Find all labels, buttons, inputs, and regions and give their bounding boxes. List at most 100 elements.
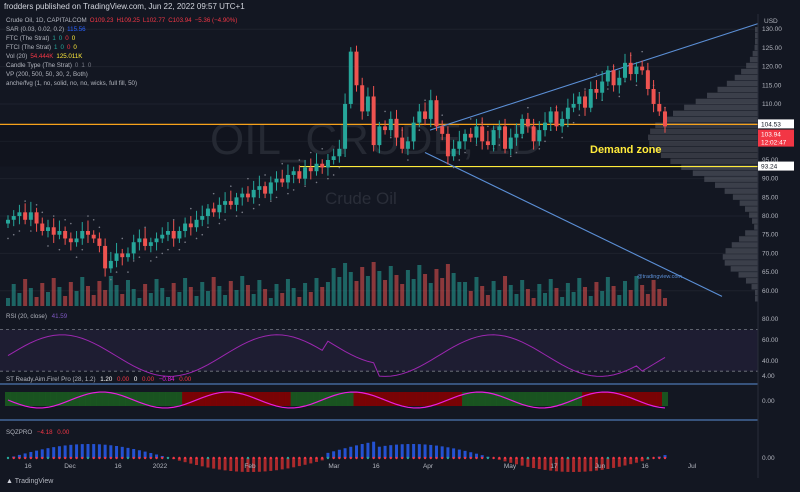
volume-bar [657, 289, 662, 306]
legend-row[interactable]: FTC (The Strat) 1 0 0 0 [6, 34, 237, 43]
sqz-dot [326, 456, 330, 460]
rsi-tick: 80.00 [762, 316, 779, 323]
volume-bar [497, 290, 502, 306]
demand-zone-label: Demand zone [590, 144, 662, 156]
sqz-dot [623, 456, 627, 460]
sqz-dot [178, 456, 181, 460]
legend-row[interactable]: Vol (20) 54.444K 125.011K [6, 52, 237, 61]
time-tick: 16 [641, 463, 649, 470]
volume-profile-bar [755, 32, 758, 39]
volume-bar [200, 282, 205, 306]
volume-bar [548, 279, 553, 306]
candle-body [485, 141, 490, 146]
sqz-bar [23, 453, 27, 458]
candle-body [263, 186, 268, 194]
sqz-dot [183, 456, 187, 460]
volume-bar [211, 277, 216, 306]
link-label[interactable]: @tradingview.com [637, 274, 682, 280]
candle-body [628, 62, 633, 75]
st-bar [324, 392, 331, 406]
volume-profile-bar [730, 266, 758, 272]
candle-body [451, 148, 456, 157]
sqz-dot [475, 456, 478, 460]
sqz-bar [640, 458, 644, 462]
sqz-bar [554, 458, 558, 472]
legend-value: O109.23 [89, 17, 114, 24]
volume-profile [648, 26, 758, 302]
st-bar [496, 392, 503, 406]
sqz-dot [229, 456, 233, 460]
sar-dot [12, 233, 15, 236]
sqz-dot [406, 456, 410, 460]
volume-profile-bar [745, 206, 758, 212]
sar-dot [515, 151, 518, 154]
time-tick: 2022 [153, 463, 168, 470]
volume-bar [165, 297, 170, 306]
volume-bar [17, 293, 22, 306]
st-bar [130, 392, 137, 406]
price-tick: 65.00 [762, 269, 779, 276]
candle-body [497, 126, 502, 131]
sqz-bar [463, 450, 467, 458]
sar-dot [184, 241, 186, 244]
candle-body [583, 96, 588, 108]
lower-channel-line [424, 152, 723, 297]
volume-bar [188, 287, 193, 306]
sar-dot [275, 196, 278, 199]
sqz-dot [218, 456, 221, 460]
candle-body [120, 253, 125, 258]
volume-profile-bar [739, 200, 758, 206]
candle-body [365, 96, 370, 112]
legend-row[interactable]: anche/fvg (1, no, solid, no, no, wicks, … [6, 79, 237, 88]
volume-profile-bar [738, 272, 758, 278]
sqz-dot [126, 456, 130, 460]
legend-row[interactable]: FTCI (The Strat) 1 0 0 0 [6, 43, 237, 52]
volume-bar [434, 269, 439, 306]
candle-body [503, 126, 508, 149]
legend-row[interactable]: Candle Type (The Strat) 0 1 0 [6, 61, 237, 70]
st-bar [582, 392, 589, 406]
st-value-0: 1.20 [100, 376, 113, 383]
volume-profile-bar [704, 176, 758, 182]
legend-row[interactable]: Crude Oil, 1D, CAPITALCOM O109.23 H109.25 L… [6, 16, 237, 25]
st-bar [273, 392, 280, 406]
time-tick: 17 [550, 463, 558, 470]
st-bar [159, 392, 166, 406]
sqz-dot [258, 456, 261, 460]
volume-bar [508, 285, 513, 306]
sar-dot [92, 218, 95, 221]
legend-value: 1 [52, 35, 56, 42]
candle-body [605, 70, 610, 82]
candle-body [371, 96, 376, 146]
volume-profile-bar [715, 182, 758, 188]
volume-bar [143, 284, 148, 306]
sar-dot [127, 271, 129, 273]
sqz-dot [498, 456, 501, 460]
st-bar [187, 392, 194, 406]
sqz-dot [589, 456, 592, 460]
tradingview-logo[interactable]: ▲ TradingView [6, 478, 53, 485]
st-bar [542, 392, 549, 406]
sqz-dot [452, 456, 455, 460]
legend-row[interactable]: VP (200, 500, 50, 30, 2, Both) [6, 70, 237, 79]
volume-profile-bar [681, 164, 758, 170]
candle-body [617, 77, 622, 86]
candle-body [531, 126, 536, 142]
candle-body [657, 103, 662, 112]
sqz-bar [343, 448, 347, 458]
sqz-bar [389, 445, 393, 458]
sqz-dot [241, 456, 244, 460]
candle-body [308, 167, 313, 172]
sqz-bar [623, 458, 627, 466]
watermark: OIL_CRUDE, 1D Crude Oil [210, 115, 543, 208]
st-bar [102, 392, 109, 406]
sqz-bar [560, 458, 564, 472]
legend-value: 0 [71, 35, 76, 42]
sqz-bar [606, 458, 610, 469]
sqz-bar [315, 458, 319, 462]
st-bar [79, 392, 86, 406]
legend-row[interactable]: SAR (0.03, 0.02, 0.2) 115.56 [6, 25, 237, 34]
st-bar [370, 392, 377, 406]
volume-profile-bar [724, 260, 758, 266]
